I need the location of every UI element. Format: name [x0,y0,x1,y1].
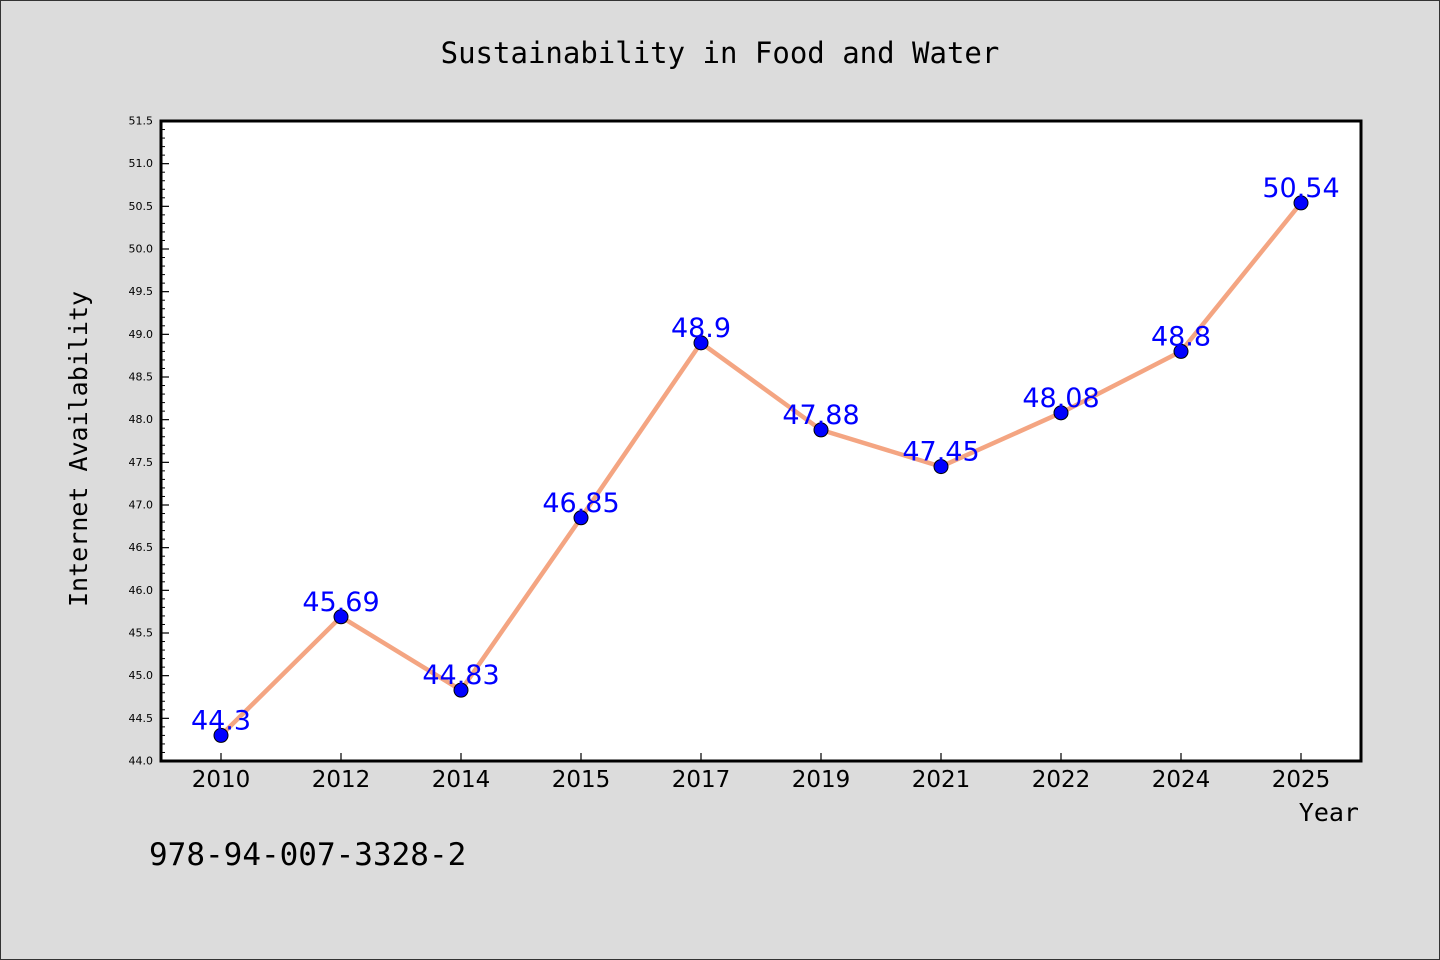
y-tick-label: 48.5 [129,371,154,384]
y-tick-label: 49.5 [129,285,154,298]
data-label: 47.45 [902,437,979,468]
y-tick-label: 48.0 [129,413,154,426]
series-line-layer [218,200,1304,738]
y-axis: 44.0 44.5 45.0 45.5 46.0 46.5 47.0 47.5 48.0 48.5… [129,115,169,768]
x-tick-label: 2012 [312,767,371,793]
y-tick-label: 46.5 [129,541,154,554]
data-label-layer: 44.3 45.69 44.83 46.85 48.9 47.88 47.45 48.08 48… [191,173,1340,736]
y-tick-label: 47.0 [129,499,154,512]
data-point-marker [1053,405,1069,421]
data-label: 44.3 [191,705,251,736]
x-tick-label: 2014 [432,767,491,793]
data-label: 48.08 [1022,383,1099,414]
data-point-marker [813,422,829,438]
data-point-marker [1173,343,1189,359]
y-tick-label: 45.5 [129,627,154,640]
data-label: 44.83 [422,660,499,691]
x-tick-label: 2025 [1272,767,1331,793]
x-tick-label: 2019 [792,767,851,793]
data-label: 47.88 [782,400,859,431]
x-tick-label: 2015 [552,767,611,793]
x-tick-label: 2022 [1032,767,1091,793]
data-point-marker [333,609,349,625]
y-tick-label: 45.0 [129,669,154,682]
data-point-marker [933,459,949,475]
y-tick-label: 47.5 [129,456,154,469]
y-tick-label: 46.0 [129,584,154,597]
y-tick-label: 50.0 [129,243,154,256]
data-label: 46.85 [542,488,619,519]
data-label: 48.8 [1151,321,1211,352]
y-tick-label: 50.5 [129,200,154,213]
x-axis: 2010 2012 2014 2015 2017 2019 2021 2022 2024 2025 [192,753,1331,793]
isbn-annotation: 978-94-007-3328-2 [149,837,466,873]
data-point-marker [573,510,589,526]
x-tick-label: 2010 [192,767,251,793]
marker-layer [213,195,1309,743]
y-axis-label: Internet Availability [64,291,93,607]
data-point-marker [213,727,229,743]
x-tick-label: 2021 [912,767,971,793]
data-label: 48.9 [671,313,731,344]
x-tick-label: 2017 [672,767,731,793]
y-tick-label: 51.0 [129,157,154,170]
plot-area [159,119,1363,763]
data-point-marker [1293,195,1309,211]
x-tick-label: 2024 [1152,767,1211,793]
x-axis-label: Year [1299,798,1359,827]
y-tick-label: 51.5 [129,115,154,128]
y-tick-label: 49.0 [129,328,154,341]
data-label: 45.69 [302,587,379,618]
y-tick-label: 44.0 [129,755,154,768]
data-point-marker [693,335,709,351]
y-tick-label: 44.5 [129,712,154,725]
chart-title: Sustainability in Food and Water [441,36,1000,70]
data-point-marker [453,682,469,698]
data-label: 50.54 [1262,173,1339,204]
series-line [218,200,1304,738]
